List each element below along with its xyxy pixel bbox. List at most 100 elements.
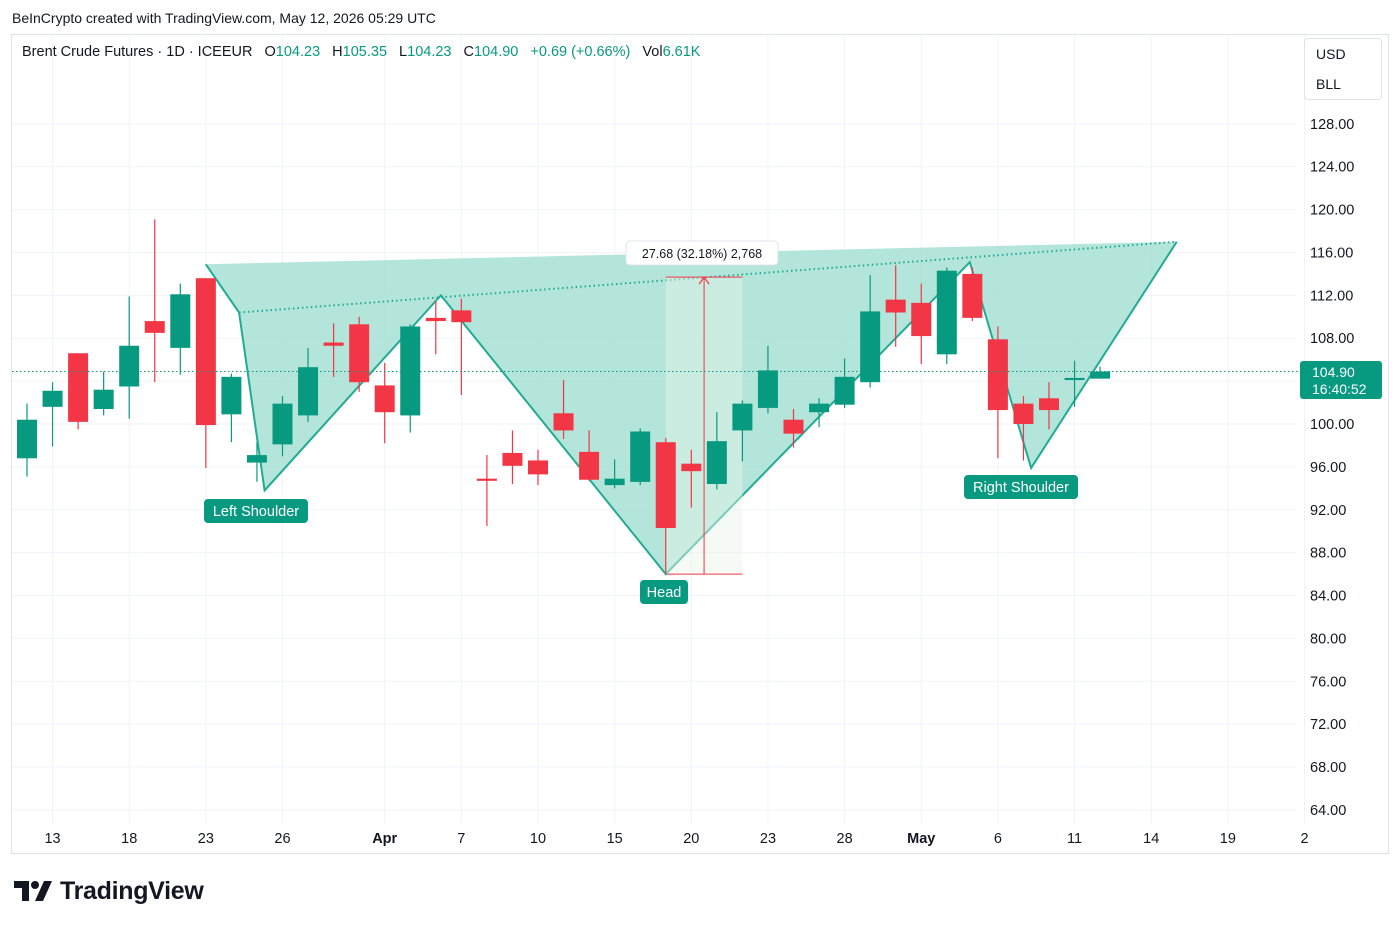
currency-unit-box[interactable]: USD BLL bbox=[1304, 38, 1382, 100]
candle-body bbox=[451, 310, 472, 323]
price-tick-label: 116.00 bbox=[1310, 245, 1353, 261]
price-tick-label: 92.00 bbox=[1310, 503, 1346, 519]
candle bbox=[42, 382, 63, 447]
candle-body bbox=[809, 403, 830, 413]
candle bbox=[655, 437, 676, 574]
chart-credit: BeInCrypto created with TradingView.com,… bbox=[12, 10, 436, 26]
time-tick-label: 23 bbox=[760, 831, 776, 847]
candle-body bbox=[936, 270, 957, 355]
candle bbox=[732, 400, 753, 462]
currency-label[interactable]: USD bbox=[1316, 46, 1346, 62]
candle-body bbox=[425, 317, 446, 322]
candle bbox=[246, 442, 267, 482]
left-shoulder-label: Left Shoulder bbox=[204, 499, 308, 523]
price-tick-label: 64.00 bbox=[1310, 803, 1346, 819]
candle-body bbox=[1039, 398, 1059, 411]
candle bbox=[579, 430, 600, 481]
price-tick-label: 100.00 bbox=[1310, 417, 1354, 433]
candle bbox=[298, 347, 319, 422]
candle-body bbox=[757, 370, 778, 408]
price-tick-label: 128.00 bbox=[1310, 117, 1354, 133]
candle-body bbox=[93, 389, 114, 409]
tradingview-logo-icon bbox=[14, 881, 52, 901]
candle bbox=[681, 449, 702, 508]
price-tick-label: 124.00 bbox=[1310, 160, 1354, 176]
candle-body bbox=[962, 273, 983, 318]
candle bbox=[706, 412, 727, 490]
candle bbox=[553, 380, 574, 440]
price-axis: 64.00 68.00 72.00 76.00 80.00 84.00 88.00 92.00… bbox=[1310, 117, 1354, 819]
measure-label: 27.68 (32.18%) 2,768 bbox=[625, 240, 779, 266]
time-tick-label: 11 bbox=[1067, 831, 1082, 847]
unit-label[interactable]: BLL bbox=[1316, 76, 1341, 92]
candle bbox=[604, 459, 625, 489]
open-value: 104.23 bbox=[275, 44, 321, 60]
price-tick-label: 96.00 bbox=[1310, 460, 1346, 476]
candle-body bbox=[681, 463, 702, 472]
candle-body bbox=[298, 367, 319, 416]
price-tick-label: 76.00 bbox=[1310, 674, 1346, 690]
candle bbox=[885, 265, 906, 347]
candle bbox=[502, 430, 523, 485]
time-tick-label: 28 bbox=[837, 831, 853, 847]
candle-body bbox=[119, 345, 140, 387]
symbol-name[interactable]: Brent Crude Futures · 1D · ICEEUR bbox=[22, 44, 253, 60]
time-tick-label: 26 bbox=[274, 831, 290, 847]
candle bbox=[451, 298, 472, 396]
candle-body bbox=[528, 460, 548, 475]
time-tick-label: 15 bbox=[607, 831, 623, 847]
candle-body bbox=[42, 390, 63, 407]
candle-body bbox=[502, 452, 523, 466]
candle-body bbox=[553, 413, 574, 431]
price-tick-label: 80.00 bbox=[1310, 631, 1346, 647]
candle bbox=[476, 455, 497, 526]
candle-body bbox=[860, 311, 881, 383]
candle bbox=[1013, 396, 1034, 461]
volume-label: Vol bbox=[642, 44, 663, 60]
high-value: 105.35 bbox=[342, 44, 388, 60]
price-range-measure bbox=[665, 276, 743, 575]
svg-text:27.68 (32.18%) 2,768: 27.68 (32.18%) 2,768 bbox=[642, 247, 762, 261]
svg-text:16:40:52: 16:40:52 bbox=[1312, 381, 1367, 397]
volume-value: 6.61K bbox=[662, 44, 701, 60]
candle-body bbox=[579, 451, 600, 480]
candle-body bbox=[400, 326, 421, 416]
candle bbox=[936, 267, 957, 364]
svg-text:Head: Head bbox=[647, 585, 682, 601]
chart-frame bbox=[11, 34, 1389, 854]
candle bbox=[809, 398, 830, 428]
candle-body bbox=[732, 403, 753, 431]
time-tick-label: 7 bbox=[457, 831, 465, 847]
candle-body bbox=[1064, 377, 1085, 381]
high-label: H bbox=[332, 44, 343, 60]
price-tick-label: 88.00 bbox=[1310, 546, 1346, 562]
low-value: 104.23 bbox=[407, 44, 452, 60]
time-tick-label: 23 bbox=[198, 831, 214, 847]
candle bbox=[1039, 382, 1059, 430]
candle bbox=[860, 274, 881, 388]
price-tick-label: 120.00 bbox=[1310, 203, 1354, 219]
time-tick-label: 6 bbox=[994, 831, 1002, 847]
measure-arrow-head bbox=[698, 276, 710, 285]
right-shoulder-label: Right Shoulder bbox=[964, 475, 1078, 499]
candle bbox=[783, 408, 804, 448]
candle bbox=[323, 323, 344, 377]
candle bbox=[374, 362, 395, 444]
candle bbox=[17, 403, 37, 477]
time-tick-label: 13 bbox=[44, 831, 60, 847]
svg-text:Left Shoulder: Left Shoulder bbox=[213, 504, 299, 520]
candle bbox=[195, 278, 216, 468]
time-tick-label: Apr bbox=[372, 831, 397, 847]
candlestick-series bbox=[17, 219, 1111, 574]
brand-logo[interactable]: TradingView bbox=[14, 876, 204, 906]
candle-body bbox=[170, 294, 191, 348]
candle-body bbox=[272, 403, 293, 445]
candle bbox=[144, 219, 165, 383]
price-tick-label: 84.00 bbox=[1310, 589, 1346, 605]
time-tick-label: 18 bbox=[121, 831, 137, 847]
candle bbox=[834, 358, 855, 408]
candle bbox=[349, 316, 370, 392]
head-and-shoulders-pattern bbox=[205, 240, 1178, 576]
last-price-tag: 104.90 16:40:52 bbox=[1300, 361, 1382, 399]
